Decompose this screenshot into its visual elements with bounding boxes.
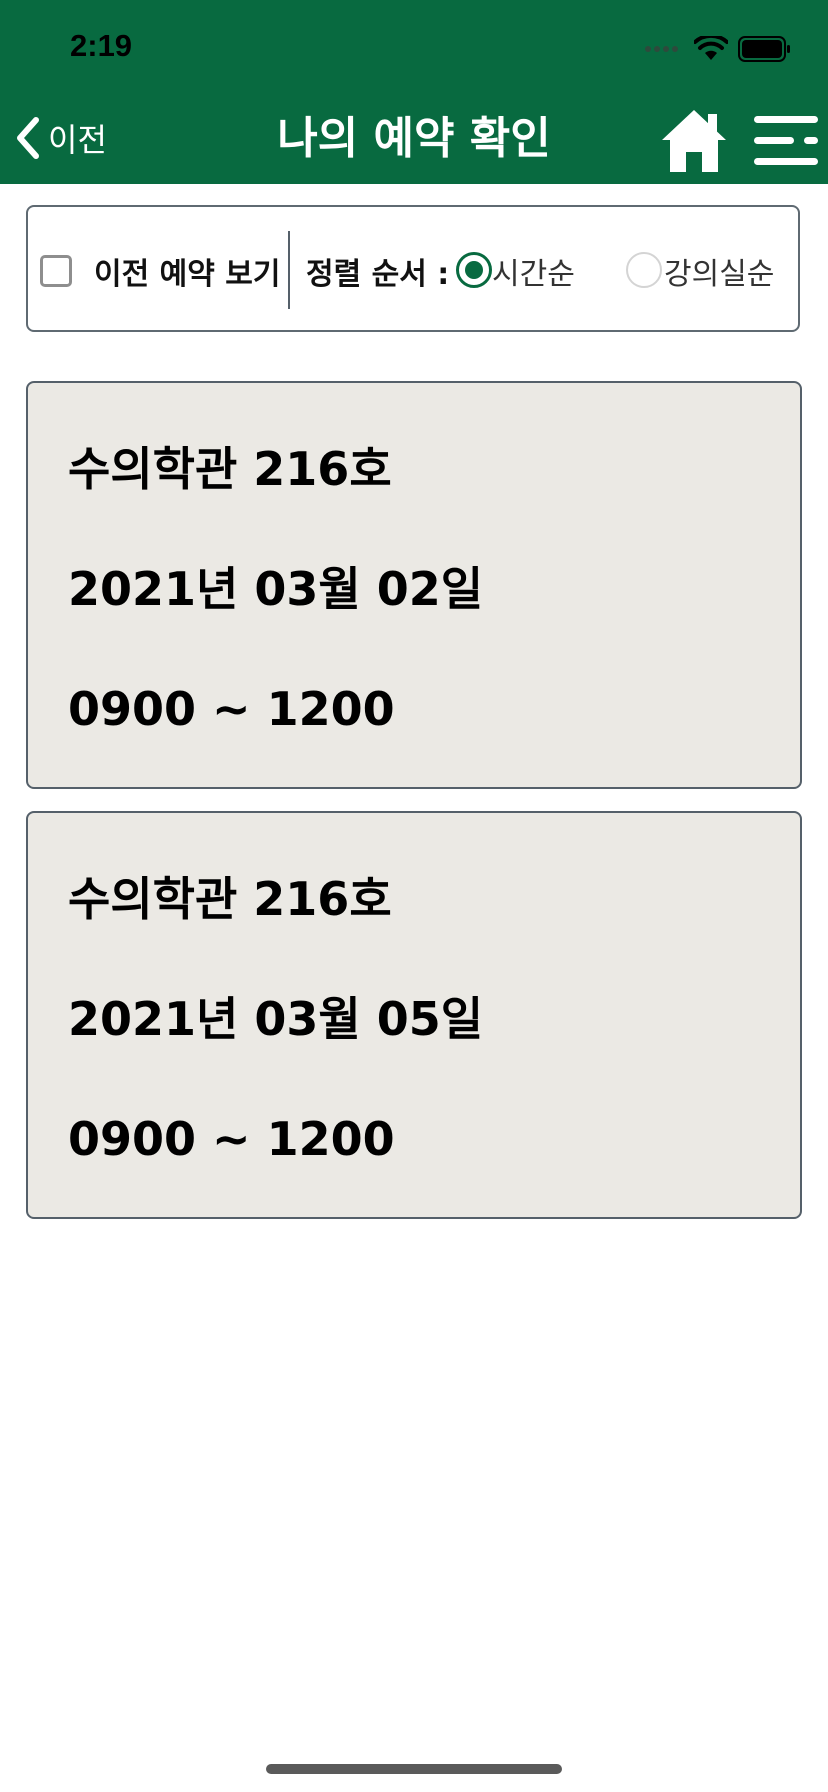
sort-room-radio[interactable] bbox=[626, 252, 662, 288]
status-icons bbox=[645, 36, 792, 62]
sort-time-radio[interactable] bbox=[456, 252, 492, 288]
reservation-date: 2021년 03월 02일 bbox=[68, 562, 484, 616]
sort-time-label[interactable]: 시간순 bbox=[492, 257, 575, 292]
reservation-date: 2021년 03월 05일 bbox=[68, 992, 484, 1046]
battery-icon bbox=[738, 36, 790, 62]
hamburger-menu-icon bbox=[754, 116, 818, 165]
sort-room-label[interactable]: 강의실순 bbox=[664, 257, 775, 292]
home-icon bbox=[662, 110, 726, 172]
reservation-room: 수의학관 216호 bbox=[68, 442, 392, 496]
back-label: 이전 bbox=[48, 121, 107, 159]
chevron-left-icon bbox=[17, 117, 39, 159]
reservation-room: 수의학관 216호 bbox=[68, 872, 392, 926]
page-title: 나의 예약 확인 bbox=[277, 113, 551, 164]
nav-bar: 이전 나의 예약 확인 bbox=[0, 94, 828, 184]
filter-panel: 이전 예약 보기 정렬 순서 : 시간순 강의실순 bbox=[26, 205, 800, 332]
reservation-time: 0900 ~ 1200 bbox=[68, 1112, 395, 1166]
wifi-icon bbox=[694, 36, 728, 60]
sort-order-label: 정렬 순서 : bbox=[306, 257, 450, 292]
status-bar: 2:19 bbox=[0, 0, 828, 94]
menu-button[interactable] bbox=[752, 110, 820, 172]
reservation-card[interactable]: 수의학관 216호 2021년 03월 05일 0900 ~ 1200 bbox=[26, 811, 802, 1219]
reservation-card[interactable]: 수의학관 216호 2021년 03월 02일 0900 ~ 1200 bbox=[26, 381, 802, 789]
show-past-label: 이전 예약 보기 bbox=[94, 257, 281, 292]
home-button[interactable] bbox=[660, 108, 728, 174]
back-button[interactable]: 이전 bbox=[14, 114, 107, 162]
cellular-dots-icon bbox=[645, 46, 678, 52]
status-time: 2:19 bbox=[70, 28, 133, 63]
reservation-time: 0900 ~ 1200 bbox=[68, 682, 395, 736]
divider bbox=[288, 231, 290, 309]
home-indicator bbox=[266, 1764, 562, 1774]
show-past-checkbox[interactable] bbox=[40, 255, 72, 287]
